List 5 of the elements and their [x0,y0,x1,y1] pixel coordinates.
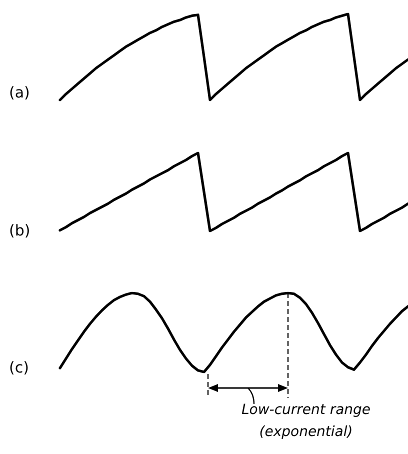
text: (exponential) [259,424,353,440]
text: (a) [9,84,30,102]
text: (b) [9,222,30,240]
text: Low-current range [241,402,371,418]
text: (c) [9,358,29,376]
